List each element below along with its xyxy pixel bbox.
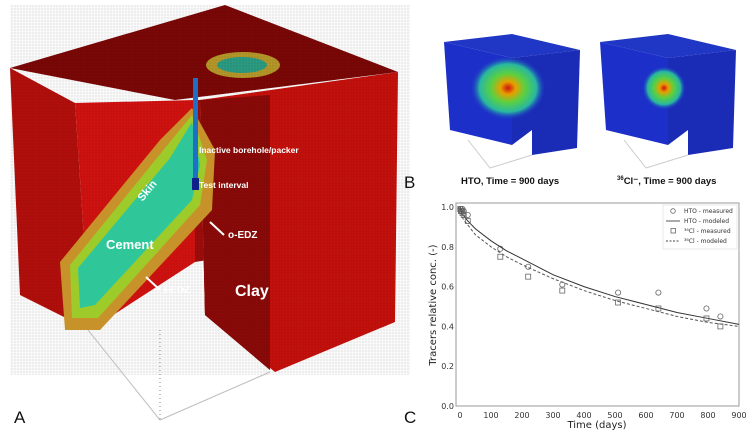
series-line-1 <box>459 206 740 325</box>
legend: HTO - measured HTO - modeled ³⁶Cl - measur… <box>662 204 738 250</box>
x-tick-label: 300 <box>545 411 560 420</box>
series-line-3 <box>459 206 740 327</box>
label-clay: Clay <box>235 283 269 300</box>
cl-measured-point <box>459 210 466 216</box>
test-interval-marker <box>192 178 199 190</box>
borehole <box>193 78 198 188</box>
caption-cl-text: Cl⁻, Time = 900 days <box>623 176 717 188</box>
x-tick-label: 400 <box>576 411 591 420</box>
x-tick-label: 500 <box>607 411 622 420</box>
panel-c-letter: C <box>404 408 417 427</box>
cl-measured-point <box>703 315 710 322</box>
cl-measured-point <box>497 253 504 260</box>
y-tick-label: 0.0 <box>441 402 454 411</box>
hto-cube <box>444 34 580 169</box>
hto-measured-point <box>717 313 724 320</box>
legend-marker-circle <box>670 208 676 214</box>
base-outline <box>87 329 271 421</box>
x-tick-label: 700 <box>669 411 684 420</box>
oedz-arrow <box>209 221 225 236</box>
legend-marker-square <box>670 228 676 234</box>
label-oedz: o-EDZ <box>228 230 258 241</box>
cl-measured-point <box>615 299 622 306</box>
iedz-arrow <box>145 276 161 291</box>
y-tick-label: 0.6 <box>441 283 454 292</box>
cl-cube <box>600 34 736 169</box>
x-tick-label: 900 <box>731 411 746 420</box>
panel-a-letter: A <box>14 408 26 427</box>
cl-plume <box>642 66 686 110</box>
label-iedz: i-EDZ <box>164 285 191 296</box>
legend-entry: HTO - modeled <box>684 218 729 225</box>
x-tick-label: 0 <box>457 411 462 420</box>
cl-measured-point <box>460 212 467 218</box>
caption-cl-sup: 36 <box>617 176 624 182</box>
x-tick-label: 100 <box>483 411 498 420</box>
x-tick-label: 600 <box>638 411 653 420</box>
cement-band <box>78 122 200 308</box>
label-cement: Cement <box>106 237 154 252</box>
panel-b-letter: B <box>404 173 416 192</box>
hto-measured-point <box>559 281 566 288</box>
label-test-interval: Test interval <box>199 180 249 190</box>
hto-measured-point <box>655 289 662 296</box>
hto-measured-point <box>703 305 710 312</box>
cl-measured-point <box>655 305 662 312</box>
panel-a-model <box>10 5 410 421</box>
legend-entry: HTO - measured <box>684 208 733 215</box>
y-tick-label: 0.8 <box>441 243 454 252</box>
y-tick-label: 0.4 <box>441 322 454 331</box>
caption-cl: 36Cl⁻, Time = 900 days <box>617 176 716 187</box>
y-tick-label: 0.2 <box>441 362 454 371</box>
panel-c-chart: 0 100 200 300 400 500 600 700 800 900 0.0 0.2 0.4 0.6… <box>428 202 747 431</box>
cl-measured-point <box>525 273 532 280</box>
x-axis-label: Time (days) <box>566 420 626 431</box>
y-tick-label: 1.0 <box>441 203 454 212</box>
x-tick-label: 800 <box>700 411 715 420</box>
plot-frame <box>455 202 740 407</box>
panel-b-cubes <box>444 34 736 169</box>
hto-measured-point <box>615 289 622 296</box>
legend-entry: ³⁶Cl - measured <box>684 228 731 235</box>
hto-plume <box>470 56 546 120</box>
x-tick-label: 200 <box>514 411 529 420</box>
cl-measured-point <box>559 287 566 294</box>
label-inactive-borehole: Inactive borehole/packer <box>199 145 299 155</box>
legend-entry: ³⁶Cl - modeled <box>684 238 727 245</box>
caption-hto: HTO, Time = 900 days <box>461 176 560 187</box>
y-axis-label: Tracers relative conc. (-) <box>428 244 439 366</box>
